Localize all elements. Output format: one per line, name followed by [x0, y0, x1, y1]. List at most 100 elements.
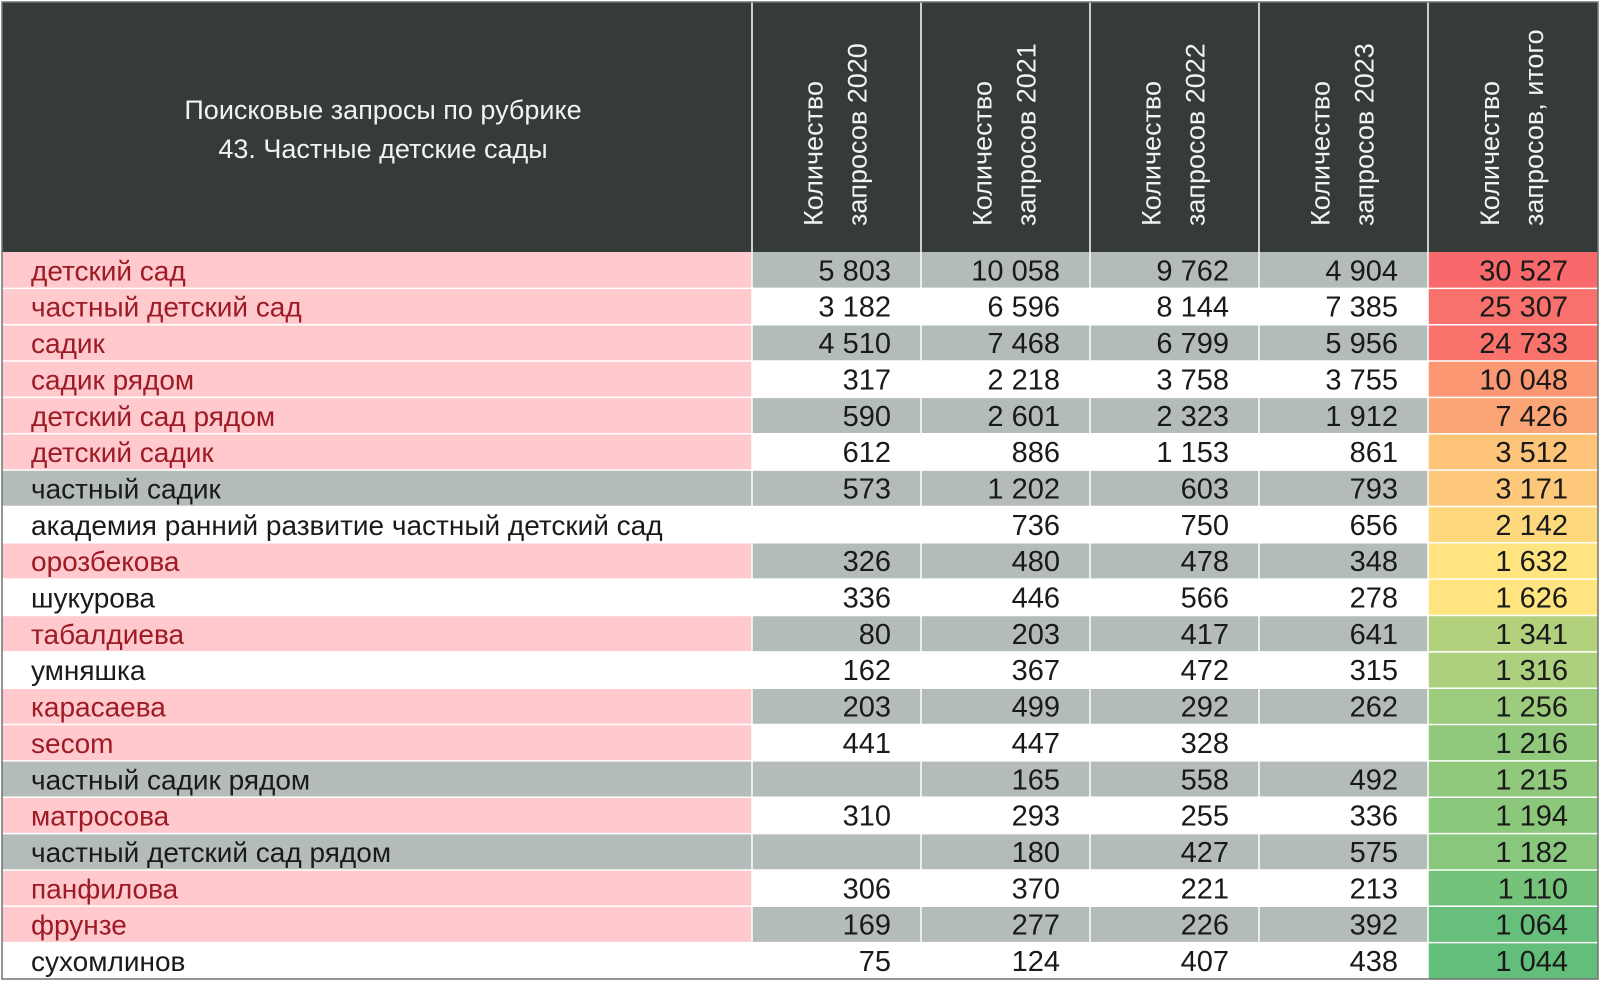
row-label-cell — [2, 579, 752, 616]
row-label-cell — [2, 906, 752, 943]
total-heat-cell — [1428, 906, 1598, 943]
year-value: 165 — [1012, 764, 1060, 796]
year-value: 326 — [843, 546, 891, 578]
year-value: 492 — [1350, 764, 1398, 796]
row-label: орозбекова — [31, 546, 180, 577]
year-value: 573 — [843, 473, 891, 505]
row-label: сухомлинов — [31, 946, 185, 977]
row-label: частный детский сад рядом — [31, 837, 391, 868]
total-value: 10 048 — [1479, 364, 1568, 396]
total-heat-cell — [1428, 433, 1598, 471]
total-heat-cell — [1428, 688, 1598, 725]
year-value: 203 — [843, 692, 891, 724]
column-header-line: запросов, итого — [1519, 29, 1549, 226]
table-row: частный садик 573 1 202 603 793 3 171 — [2, 470, 1598, 507]
year-value: 124 — [1012, 946, 1060, 978]
row-label: матросова — [31, 801, 170, 832]
table-row: фрунзе 169 277 226 392 1 064 — [2, 906, 1598, 943]
column-header-line: Количество — [1137, 81, 1167, 226]
year-value: 478 — [1181, 546, 1229, 578]
year-value: 441 — [843, 728, 891, 760]
total-value: 1 064 — [1495, 910, 1568, 942]
total-value: 1 182 — [1495, 837, 1568, 869]
year-value: 886 — [1012, 437, 1060, 469]
row-label-cell — [2, 615, 752, 652]
year-value: 1 202 — [987, 473, 1060, 505]
year-value: 861 — [1350, 437, 1398, 469]
table-header: Поисковые запросы по рубрике 43. Частные … — [2, 2, 1598, 252]
year-value: 7 468 — [987, 328, 1060, 360]
year-value: 499 — [1012, 692, 1060, 724]
table-row: матросова 310 293 255 336 1 194 — [2, 797, 1598, 834]
total-value: 1 215 — [1495, 764, 1568, 796]
year-value: 169 — [843, 910, 891, 942]
total-value: 3 512 — [1495, 437, 1568, 469]
year-value: 750 — [1181, 510, 1229, 542]
total-value: 1 216 — [1495, 728, 1568, 760]
year-value: 793 — [1350, 473, 1398, 505]
column-header-line: Количество — [1475, 81, 1505, 226]
total-value: 24 733 — [1479, 328, 1568, 360]
year-value: 558 — [1181, 764, 1229, 796]
row-label-cell — [2, 724, 752, 761]
row-label: частный садик — [31, 473, 222, 504]
total-heat-cell — [1428, 288, 1598, 325]
total-value: 1 044 — [1495, 946, 1568, 978]
table-row: карасаева 203 499 292 262 1 256 — [2, 688, 1598, 725]
row-label: детский сад рядом — [31, 401, 275, 432]
year-value: 8 144 — [1156, 292, 1229, 324]
total-heat-cell — [1428, 797, 1598, 834]
year-value: 162 — [843, 655, 891, 687]
row-label: шукурова — [31, 583, 155, 614]
total-heat-cell — [1428, 324, 1598, 362]
year-value: 292 — [1181, 692, 1229, 724]
table-row: умняшка 162 367 472 315 1 316 — [2, 651, 1598, 689]
column-header-line: запросов 2020 — [843, 43, 873, 226]
column-header-line: Количество — [799, 81, 829, 226]
column-header-line: Количество — [968, 81, 998, 226]
column-header-line: запросов 2022 — [1181, 43, 1211, 226]
total-value: 1 632 — [1495, 546, 1568, 578]
year-value: 566 — [1181, 583, 1229, 615]
year-value: 370 — [1012, 873, 1060, 905]
year-value: 480 — [1012, 546, 1060, 578]
table-title-line: Поисковые запросы по рубрике — [184, 95, 581, 125]
total-value: 30 527 — [1479, 255, 1568, 287]
year-value: 438 — [1350, 946, 1398, 978]
row-label-cell — [2, 288, 752, 325]
year-value: 6 596 — [987, 292, 1060, 324]
row-label: садик рядом — [31, 364, 194, 395]
year-value: 656 — [1350, 510, 1398, 542]
year-value: 9 762 — [1156, 255, 1229, 287]
total-value: 1 626 — [1495, 583, 1568, 615]
year-value: 447 — [1012, 728, 1060, 760]
total-heat-cell — [1428, 615, 1598, 652]
table-row: детский сад 5 803 10 058 9 762 4 904 30 527 — [2, 252, 1598, 289]
row-label: умняшка — [31, 655, 146, 686]
year-value: 317 — [843, 364, 891, 396]
year-value: 80 — [859, 619, 891, 651]
table-row: табалдиева 80 203 417 641 1 341 — [2, 615, 1598, 652]
year-value: 306 — [843, 873, 891, 905]
row-label: академия ранний развитие частный детский… — [31, 510, 663, 541]
total-value: 1 110 — [1498, 873, 1568, 905]
total-heat-cell — [1428, 397, 1598, 434]
total-heat-cell — [1428, 724, 1598, 761]
total-value: 25 307 — [1479, 292, 1568, 324]
year-value: 7 385 — [1325, 292, 1398, 324]
year-value: 736 — [1012, 510, 1060, 542]
table-row: шукурова 336 446 566 278 1 626 — [2, 579, 1598, 616]
year-value: 612 — [843, 437, 891, 469]
table-row: детский садик 612 886 1 153 861 3 512 — [2, 433, 1598, 471]
year-value: 3 182 — [818, 292, 891, 324]
total-heat-cell — [1428, 942, 1598, 979]
total-value: 1 316 — [1495, 655, 1568, 687]
row-label: secom — [31, 728, 113, 759]
total-heat-cell — [1428, 361, 1598, 398]
row-label-cell — [2, 797, 752, 834]
row-label: детский сад — [31, 255, 186, 286]
year-value: 590 — [843, 401, 891, 433]
table-row: академия ранний развитие частный детский… — [2, 506, 1598, 543]
row-label: фрунзе — [31, 910, 127, 941]
